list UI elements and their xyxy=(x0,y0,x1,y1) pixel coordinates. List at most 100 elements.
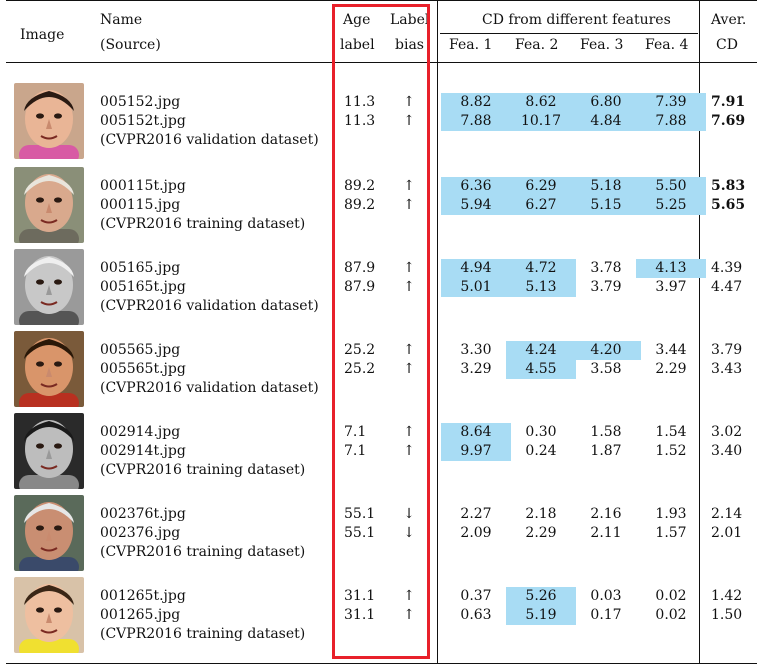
fea3-value: 0.17 xyxy=(590,607,622,623)
dataset-source: (CVPR2016 validation dataset) xyxy=(100,380,319,396)
fea2-value: 10.17 xyxy=(506,112,576,131)
average-cd: 4.47 xyxy=(711,279,743,295)
dataset-source: (CVPR2016 training dataset) xyxy=(100,462,306,478)
average-cd: 1.50 xyxy=(711,607,743,623)
header-fea1: Fea. 1 xyxy=(449,37,493,53)
arrow-up-icon: ↑ xyxy=(403,279,415,295)
arrow-up-icon: ↑ xyxy=(403,260,415,276)
arrow-up-icon: ↑ xyxy=(403,443,415,459)
divider-left xyxy=(437,0,438,664)
file-name: 000115t.jpg xyxy=(100,178,186,194)
age-label: 7.1 xyxy=(344,424,367,440)
fea4-value: 3.44 xyxy=(655,342,687,358)
elderly-woman-face-photo xyxy=(14,167,84,243)
arrow-up-icon: ↑ xyxy=(403,588,415,604)
age-label: 87.9 xyxy=(344,260,376,276)
age-label: 25.2 xyxy=(344,342,376,358)
fea3-value: 1.87 xyxy=(590,443,622,459)
fea2-value: 2.18 xyxy=(525,506,557,522)
highlight-box xyxy=(332,4,430,659)
average-cd: 3.40 xyxy=(711,443,743,459)
fea3-value: 3.79 xyxy=(590,279,622,295)
fea3-value: 2.11 xyxy=(590,525,622,541)
average-cd: 4.39 xyxy=(711,260,743,276)
cd-group-rule xyxy=(440,33,698,34)
header-bias: bias xyxy=(395,37,424,53)
header-name: Name xyxy=(100,12,143,28)
fea1-value: 0.37 xyxy=(460,588,492,604)
file-name: 000115.jpg xyxy=(100,197,181,213)
header-age-label: label xyxy=(340,37,375,53)
fea4-value: 0.02 xyxy=(655,588,687,604)
top-rule xyxy=(6,0,757,1)
average-cd: 7.91 xyxy=(711,94,746,110)
fea1-value: 5.01 xyxy=(441,278,511,297)
arrow-up-icon: ↑ xyxy=(403,197,415,213)
arrow-up-icon: ↑ xyxy=(403,178,415,194)
average-cd: 5.65 xyxy=(711,197,746,213)
fea3-value: 5.15 xyxy=(571,196,641,215)
average-cd: 3.43 xyxy=(711,361,743,377)
fea3-value: 5.18 xyxy=(571,177,641,196)
divider-right xyxy=(699,0,700,664)
fea2-value: 6.29 xyxy=(506,177,576,196)
fea2-value: 5.26 xyxy=(506,587,576,606)
fea3-value: 2.16 xyxy=(590,506,622,522)
header-fea4: Fea. 4 xyxy=(645,37,689,53)
fea4-value: 2.29 xyxy=(655,361,687,377)
fea4-value: 0.02 xyxy=(655,607,687,623)
fea1-value: 6.36 xyxy=(441,177,511,196)
dataset-source: (CVPR2016 training dataset) xyxy=(100,544,306,560)
fea1-value: 9.97 xyxy=(441,442,511,461)
dataset-source: (CVPR2016 validation dataset) xyxy=(100,132,319,148)
fea4-value: 7.39 xyxy=(636,93,706,112)
fea2-value: 4.55 xyxy=(506,360,576,379)
average-cd: 3.02 xyxy=(711,424,743,440)
header-aver-cd: CD xyxy=(716,37,738,53)
fea2-value: 0.30 xyxy=(525,424,557,440)
fea2-value: 4.24 xyxy=(506,341,576,360)
fea4-value: 1.54 xyxy=(655,424,687,440)
header-cd-group: CD from different features xyxy=(482,12,671,28)
header-aver: Aver. xyxy=(711,12,747,28)
fea4-value: 5.50 xyxy=(636,177,706,196)
average-cd: 3.79 xyxy=(711,342,743,358)
fea3-value: 4.84 xyxy=(571,112,641,131)
average-cd: 1.42 xyxy=(711,588,743,604)
fea4-value: 5.25 xyxy=(636,196,706,215)
fea2-value: 6.27 xyxy=(506,196,576,215)
file-name: 002376.jpg xyxy=(100,525,181,541)
file-name: 005152t.jpg xyxy=(100,113,186,129)
age-label: 55.1 xyxy=(344,506,376,522)
age-label: 89.2 xyxy=(344,178,376,194)
age-label: 87.9 xyxy=(344,279,376,295)
file-name: 001265.jpg xyxy=(100,607,181,623)
fea2-value: 4.72 xyxy=(506,259,576,278)
file-name: 005565t.jpg xyxy=(100,361,186,377)
fea2-value: 5.19 xyxy=(506,606,576,625)
fea2-value: 2.29 xyxy=(525,525,557,541)
file-name: 005152.jpg xyxy=(100,94,181,110)
average-cd: 2.01 xyxy=(711,525,743,541)
fea2-value: 8.62 xyxy=(506,93,576,112)
fea4-value: 7.88 xyxy=(636,112,706,131)
fea4-value: 1.93 xyxy=(655,506,687,522)
fea1-value: 3.30 xyxy=(460,342,492,358)
file-name: 002914.jpg xyxy=(100,424,181,440)
file-name: 005165t.jpg xyxy=(100,279,186,295)
fea1-value: 3.29 xyxy=(460,361,492,377)
arrow-up-icon: ↑ xyxy=(403,342,415,358)
age-label: 89.2 xyxy=(344,197,376,213)
fea3-value: 3.58 xyxy=(590,361,622,377)
fea1-value: 2.09 xyxy=(460,525,492,541)
file-name: 002376t.jpg xyxy=(100,506,186,522)
fea3-value: 3.78 xyxy=(590,260,622,276)
age-label: 31.1 xyxy=(344,588,376,604)
header-fea2: Fea. 2 xyxy=(515,37,559,53)
header-rule xyxy=(6,62,757,63)
arrow-up-icon: ↑ xyxy=(403,607,415,623)
fea1-value: 5.94 xyxy=(441,196,511,215)
average-cd: 2.14 xyxy=(711,506,743,522)
fea2-value: 5.13 xyxy=(506,278,576,297)
file-name: 005565.jpg xyxy=(100,342,181,358)
